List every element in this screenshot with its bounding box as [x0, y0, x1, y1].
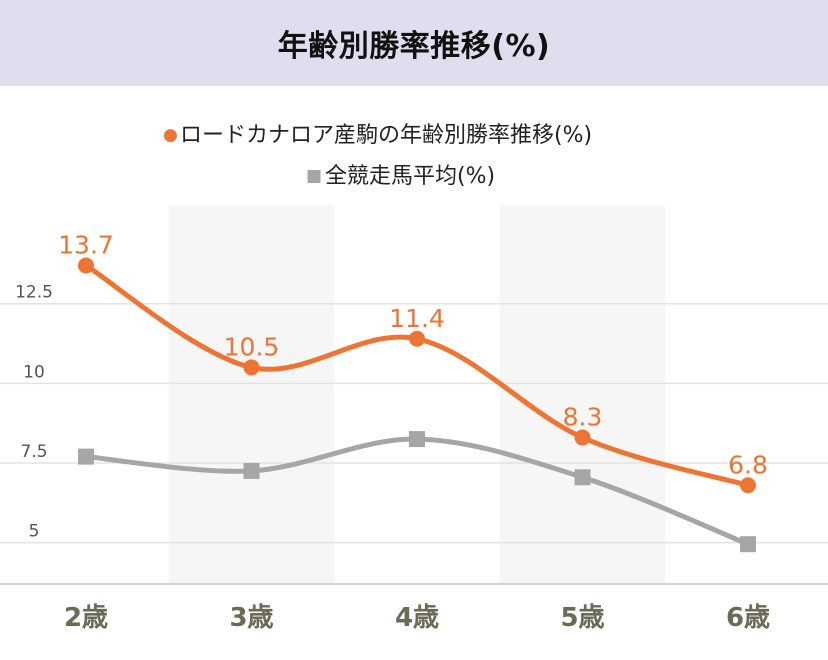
- y-tick-label: 10: [23, 362, 45, 382]
- data-label: 8.3: [563, 402, 603, 431]
- chart-area: 5 7.5 10 12.5 13.7 10.5 11.4 8.3 6.8 2歳 3歳 4歳 5歳 6歳…: [0, 86, 828, 656]
- data-label: 11.4: [389, 304, 445, 333]
- data-point-primary: [740, 477, 756, 494]
- data-point-primary: [574, 429, 591, 446]
- line-chart: 5 7.5 10 12.5 13.7 10.5 11.4 8.3 6.8 2歳 3歳 4歳 5歳 6歳…: [0, 123, 828, 633]
- y-tick-label: 7.5: [20, 442, 47, 462]
- shaded-bands: [168, 205, 666, 584]
- data-label: 6.8: [728, 450, 768, 479]
- x-tick-label: 3歳: [229, 603, 273, 633]
- data-labels: 13.7 10.5 11.4 8.3 6.8: [58, 231, 768, 480]
- data-point-average: [78, 448, 94, 465]
- data-label: 10.5: [224, 332, 280, 361]
- legend-marker-primary: ●: [163, 125, 178, 145]
- legend-marker-average: ■: [306, 166, 322, 186]
- x-axis-labels: 2歳 3歳 4歳 5歳 6歳: [64, 603, 770, 633]
- data-point-average: [409, 431, 425, 448]
- data-point-primary: [243, 359, 260, 376]
- series-markers: [78, 257, 756, 553]
- data-point-primary: [409, 330, 425, 347]
- shaded-band: [168, 205, 335, 584]
- legend-label-average: 全競走馬平均(%): [325, 164, 495, 189]
- x-tick-label: 2歳: [64, 603, 108, 633]
- data-label: 13.7: [58, 231, 114, 260]
- data-point-average: [243, 462, 260, 479]
- data-point-primary: [78, 257, 94, 274]
- data-point-average: [740, 536, 756, 553]
- page-title: 年齢別勝率推移(%): [277, 29, 551, 64]
- x-tick-label: 4歳: [395, 603, 439, 633]
- legend: ● ロードカナロア産駒の年齢別勝率推移(%) ■ 全競走馬平均(%): [163, 123, 592, 189]
- chart-header: 年齢別勝率推移(%): [0, 0, 828, 86]
- x-tick-label: 5歳: [560, 603, 604, 633]
- data-point-average: [574, 469, 591, 486]
- x-tick-label: 6歳: [726, 603, 770, 633]
- y-tick-label: 5: [29, 522, 40, 542]
- y-axis-ticks: 5 7.5 10 12.5: [15, 283, 53, 542]
- y-tick-label: 12.5: [15, 283, 53, 303]
- legend-label-primary: ロードカナロア産駒の年齢別勝率推移(%): [180, 123, 592, 148]
- shaded-band: [499, 205, 666, 584]
